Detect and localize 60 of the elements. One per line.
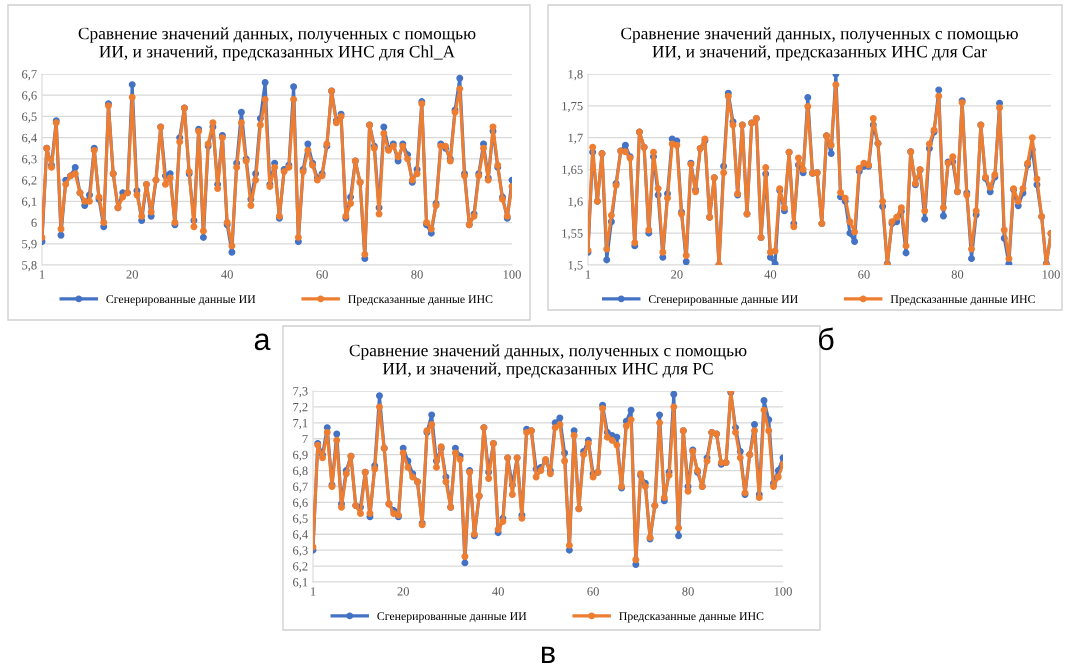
y-tick-label: 7,1 [293,418,308,430]
x-tick-label: 40 [221,270,233,279]
y-tick-label: 5,8 [22,261,37,272]
y-tick-label: 1,55 [562,229,583,240]
y-tick-label: 6,6 [293,498,308,509]
y-tick-label: 6,3 [22,154,37,166]
x-tick-label: 20 [671,270,683,279]
y-tick-label: 6,1 [22,197,37,208]
chart-title: Сравнение значений данных, полученных с помощью ИИ, и значений, предсказанных ИНС для PC [349,344,747,379]
x-tick-label: 20 [397,587,409,596]
chart-title: Сравнение значений данных, полученных с помощью ИИ, и значений, предсказанных ИНС для Chl_A [78,27,476,62]
x-tick-label: 60 [316,270,328,279]
x-tick-label: 60 [587,587,599,596]
y-tick-label: 6,5 [22,112,37,123]
y-tick-label: 6,2 [293,562,308,573]
y-tick-label: 6,9 [293,450,308,461]
y-tick-label: 1,5 [568,261,583,272]
text: а [254,333,271,351]
y-tick-label: 6,1 [293,578,308,589]
y-tick-label: 6,2 [22,176,37,187]
legend-label: Сгенерированные данные ИИ [377,612,527,623]
x-tick-label: 100 [1042,270,1060,279]
legend-label: Сгенерированные данные ИИ [648,295,798,306]
y-tick-label: 7,2 [293,402,308,414]
x-tick-label: 40 [764,270,777,279]
x-tick-label: 20 [126,270,138,279]
x-tick-label: 40 [492,587,504,596]
y-tick-label: 6,8 [293,466,308,477]
text: в [542,646,555,663]
y-tick-label: 1,75 [562,101,583,113]
y-tick-label: 1,6 [568,197,583,208]
y-tick-label: 6,4 [293,530,308,541]
y-tick-label: 6,5 [293,514,308,525]
x-tick-label: 1 [310,587,316,596]
y-tick-label: 1,65 [562,165,583,176]
x-tick-label: 100 [774,587,792,596]
x-tick-label: 80 [682,587,694,596]
y-tick-label: 6,3 [293,546,308,557]
y-tick-label: 6,4 [22,133,37,144]
y-tick-label: 6 [31,218,37,228]
y-tick-label: 6,7 [293,482,308,493]
y-tick-label: 7 [302,434,308,444]
y-tick-label: 5,9 [22,239,37,251]
x-tick-label: 1 [585,270,591,279]
legend-label: Предсказанные данные ИНС [890,295,1035,306]
legend-label: Предсказанные данные ИНС [619,612,764,623]
y-tick-label: 6,6 [22,91,37,102]
legend-label: Предсказанные данные ИНС [348,295,493,306]
x-tick-label: 60 [858,270,870,279]
y-tick-label: 1,8 [568,70,583,81]
chart-title: Сравнение значений данных, полученных с помощью ИИ, и значений, предсказанных ИНС для Car [621,27,1018,62]
x-tick-label: 80 [411,270,423,279]
y-tick-label: 1,7 [568,133,583,144]
x-tick-label: 80 [951,270,964,279]
y-tick-label: 6,7 [22,70,37,81]
x-tick-label: 100 [503,270,521,279]
legend-label: Сгенерированные данные ИИ [106,295,256,306]
x-tick-label: 1 [39,270,45,279]
y-tick-label: 7,3 [293,387,308,398]
text: б [819,327,834,351]
